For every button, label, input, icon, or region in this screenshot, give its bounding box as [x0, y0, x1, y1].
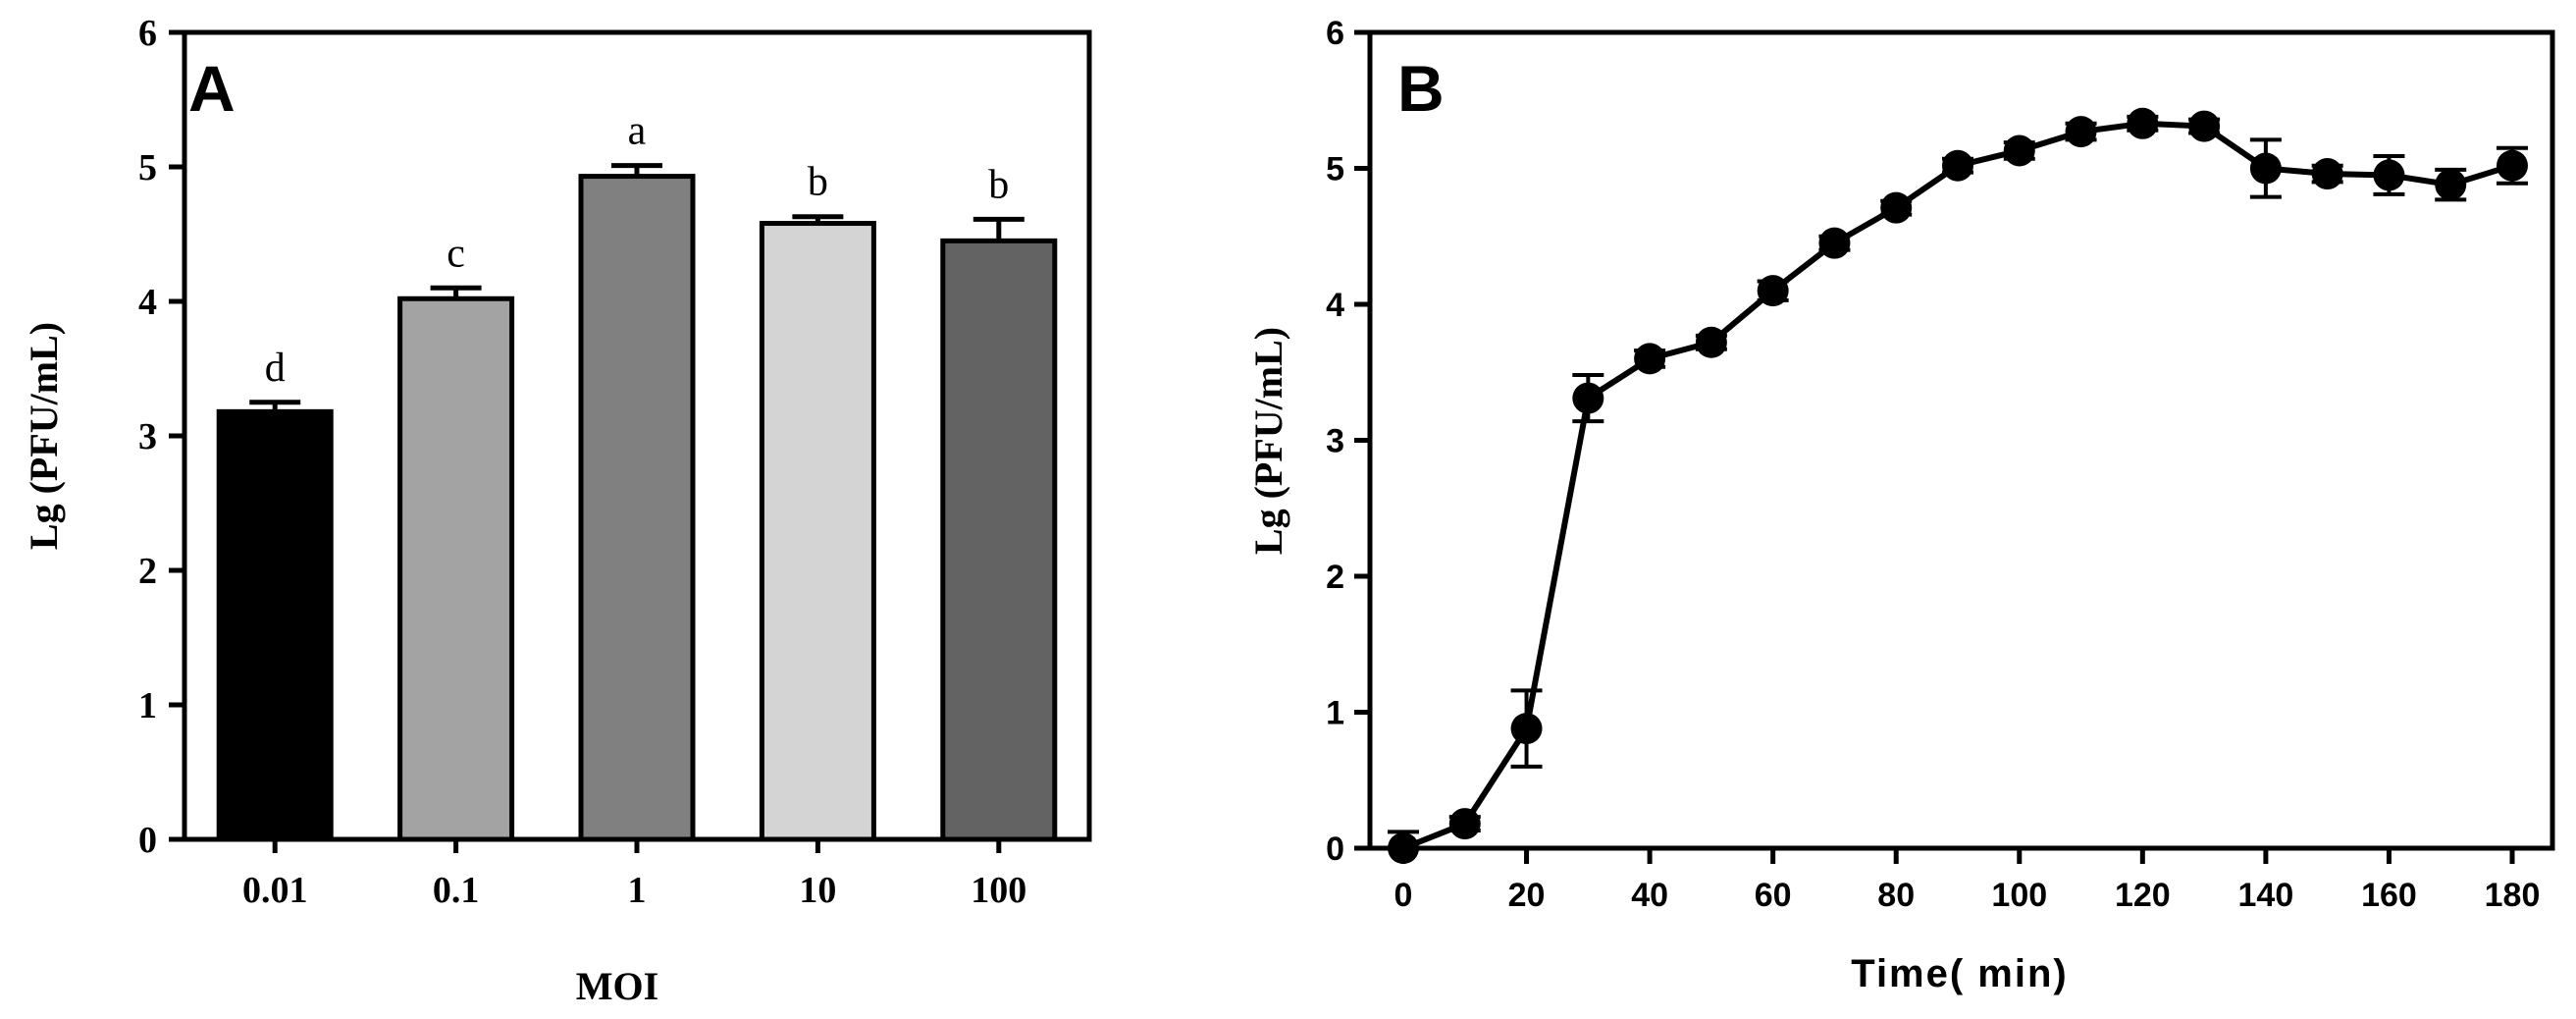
panel-a-label: A	[188, 52, 236, 125]
data-point	[1942, 149, 1973, 182]
y-tick-label: 1	[138, 685, 157, 726]
y-tick-label: 3	[1326, 423, 1344, 460]
panel-b-x-axis-title: Time( min)	[1851, 952, 2069, 995]
y-tick-label: 6	[138, 13, 157, 54]
data-point	[2497, 149, 2528, 182]
significance-label: d	[265, 346, 286, 391]
y-tick-label: 5	[138, 147, 157, 188]
panel-a-x-axis-title: MOI	[576, 964, 658, 1008]
bar	[759, 221, 876, 842]
data-point	[2127, 107, 2159, 139]
bar	[216, 408, 334, 842]
x-tick-label: 160	[2361, 877, 2417, 914]
x-tick-label: 1	[628, 870, 647, 911]
significance-label: a	[628, 109, 647, 154]
y-tick-label: 6	[1326, 15, 1344, 52]
data-point	[1757, 275, 1789, 307]
data-point	[2188, 110, 2221, 142]
data-point	[1448, 808, 1481, 840]
data-point	[1818, 227, 1851, 259]
y-tick-label: 1	[1326, 695, 1344, 732]
x-tick-label: 10	[799, 870, 836, 911]
y-tick-label: 3	[138, 416, 157, 457]
data-point	[1695, 326, 1727, 358]
x-tick-label: 100	[971, 870, 1026, 911]
x-tick-label: 0.01	[242, 870, 308, 911]
data-point	[2003, 134, 2035, 167]
bar	[578, 174, 696, 842]
panel-b-y-axis-title: Lg (PFU/mL)	[1246, 327, 1290, 555]
data-point	[2249, 152, 2282, 185]
data-point	[2435, 169, 2467, 201]
y-tick-label: 2	[138, 551, 157, 592]
significance-label: c	[447, 231, 465, 276]
x-tick-label: 80	[1877, 877, 1915, 914]
panel-b-line-chart: 0 1 2 3 4 5 6 0 20 40 60 80 100 120 140 160 180 B Time(…	[1246, 15, 2555, 995]
data-point	[1510, 713, 1543, 745]
x-tick-label: 20	[1508, 877, 1546, 914]
bar	[397, 295, 515, 842]
y-tick-label: 2	[1326, 559, 1344, 596]
significance-label: b	[988, 162, 1009, 207]
panel-a-y-axis-title: Lg (PFU/mL)	[22, 322, 66, 550]
y-tick-label: 4	[1326, 287, 1344, 324]
panel-b-x-axis: 0 20 40 60 80 100 120 140 160 180	[1394, 848, 2541, 914]
significance-label: b	[808, 160, 828, 205]
y-tick-label: 0	[1326, 831, 1344, 868]
data-point	[1634, 343, 1666, 375]
x-tick-label: 100	[1991, 877, 2047, 914]
data-point	[2311, 158, 2343, 190]
panel-a-bars: d c a b b	[216, 109, 1058, 842]
y-tick-label: 5	[1326, 151, 1344, 188]
y-tick-label: 0	[138, 820, 157, 861]
data-point	[1880, 191, 1913, 224]
data-point	[1388, 832, 1419, 864]
series-line	[1401, 120, 2513, 851]
x-tick-label: 60	[1755, 877, 1792, 914]
x-tick-label: 0.1	[433, 870, 480, 911]
panel-b-y-axis: 0 1 2 3 4 5 6	[1326, 15, 1370, 868]
panel-a-y-axis: 0 1 2 3 4 5 6	[138, 13, 184, 861]
panel-b-label: B	[1397, 52, 1445, 125]
bar	[940, 238, 1058, 842]
data-point	[2065, 116, 2097, 148]
y-tick-label: 4	[138, 282, 157, 323]
data-point	[2373, 159, 2405, 191]
panel-b-series	[1388, 107, 2528, 864]
x-tick-label: 40	[1631, 877, 1668, 914]
x-tick-label: 180	[2485, 877, 2541, 914]
x-tick-label: 120	[2115, 877, 2171, 914]
x-tick-label: 0	[1394, 877, 1413, 914]
x-tick-label: 140	[2238, 877, 2294, 914]
data-point	[1572, 382, 1604, 414]
panel-a-x-axis: 0.01 0.1 1 10 100	[242, 839, 1026, 911]
panel-a-bar-chart: 0 1 2 3 4 5 6 d c a b b 0.01 0.1 1 10 100 A MOI Lg (PF…	[22, 13, 1092, 1008]
